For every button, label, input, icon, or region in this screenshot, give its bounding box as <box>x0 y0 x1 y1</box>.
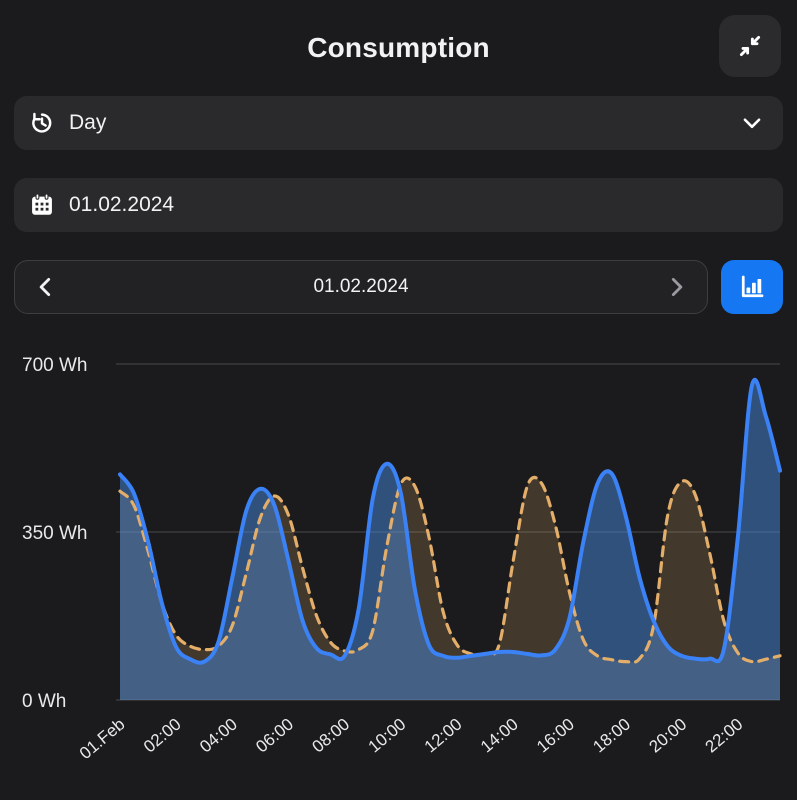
date-navigation-row: 01.02.2024 <box>14 260 783 314</box>
date-nav-label: 01.02.2024 <box>313 276 409 297</box>
controls: Day 01.02.2024 <box>0 96 797 314</box>
date-field-value: 01.02.2024 <box>69 193 175 216</box>
page-title: Consumption <box>307 32 490 63</box>
history-icon <box>28 109 56 137</box>
bar-chart-icon <box>737 272 767 302</box>
header: Consumption <box>0 0 797 96</box>
calendar-icon <box>28 191 56 219</box>
svg-text:350 Wh: 350 Wh <box>22 523 87 544</box>
svg-text:16:00: 16:00 <box>533 715 578 757</box>
svg-text:12:00: 12:00 <box>421 715 466 757</box>
date-field[interactable]: 01.02.2024 <box>14 178 783 232</box>
chart-type-button[interactable] <box>721 260 783 314</box>
svg-text:20:00: 20:00 <box>645 715 690 757</box>
collapse-button[interactable] <box>719 15 781 77</box>
chevron-down-icon <box>739 110 765 136</box>
consumption-chart: 700 Wh 350 Wh 0 Wh 01.Feb 02:00 04:00 06:00 08:… <box>22 355 782 764</box>
svg-text:700 Wh: 700 Wh <box>22 355 87 376</box>
svg-text:02:00: 02:00 <box>140 715 185 757</box>
period-select[interactable]: Day <box>14 96 783 150</box>
svg-text:01.Feb: 01.Feb <box>76 715 129 764</box>
chevron-right-icon <box>663 274 689 300</box>
svg-text:14:00: 14:00 <box>477 715 522 757</box>
svg-text:04:00: 04:00 <box>196 715 241 757</box>
svg-text:10:00: 10:00 <box>365 715 410 757</box>
chart-area: 700 Wh 350 Wh 0 Wh 01.Feb 02:00 04:00 06:00 08:… <box>0 348 797 800</box>
chevron-left-icon <box>33 274 59 300</box>
next-day-button[interactable] <box>653 268 699 306</box>
svg-text:22:00: 22:00 <box>702 715 747 757</box>
collapse-arrows-icon <box>735 31 765 61</box>
svg-text:0 Wh: 0 Wh <box>22 691 66 712</box>
svg-text:08:00: 08:00 <box>308 715 353 757</box>
period-select-value: Day <box>69 111 107 134</box>
svg-text:18:00: 18:00 <box>589 715 634 757</box>
date-navigator: 01.02.2024 <box>14 260 708 314</box>
svg-text:06:00: 06:00 <box>252 715 297 757</box>
previous-day-button[interactable] <box>23 268 69 306</box>
